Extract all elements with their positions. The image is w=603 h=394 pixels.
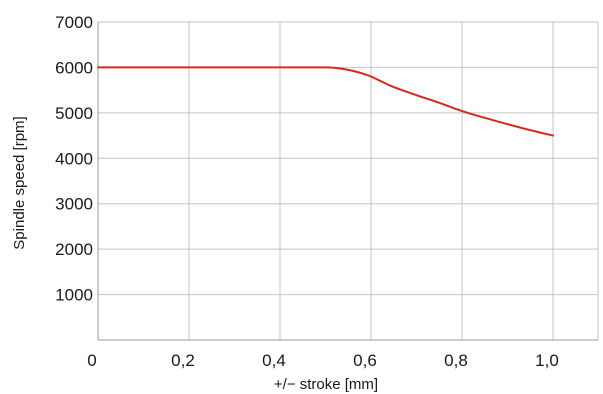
x-tick-label: 0,8: [444, 351, 468, 370]
y-tick-label: 6000: [55, 58, 93, 77]
x-tick-label: 0,2: [171, 351, 195, 370]
y-tick-label: 3000: [55, 195, 93, 214]
y-tick-label: 7000: [55, 13, 93, 32]
x-axis-title: +/− stroke [mm]: [274, 376, 378, 393]
series-layer: [97, 66, 554, 137]
y-tick-label: 2000: [55, 240, 93, 259]
tick-labels: 0 0,2 0,4 0,6 0,8 1,0 1000 2000 3000 4000 5000 6000…: [55, 13, 559, 370]
y-tick-label: 4000: [55, 149, 93, 168]
y-axis-title: Spindle speed [rpm]: [11, 116, 28, 249]
x-tick-label: 0,6: [353, 351, 377, 370]
series-line: [97, 66, 554, 137]
x-tick-label: 0: [87, 351, 96, 370]
axes: [97, 22, 598, 341]
x-tick-label: 0,4: [262, 351, 286, 370]
y-tick-label: 5000: [55, 104, 93, 123]
x-tick-label: 1,0: [535, 351, 559, 370]
y-tick-label: 1000: [55, 286, 93, 305]
